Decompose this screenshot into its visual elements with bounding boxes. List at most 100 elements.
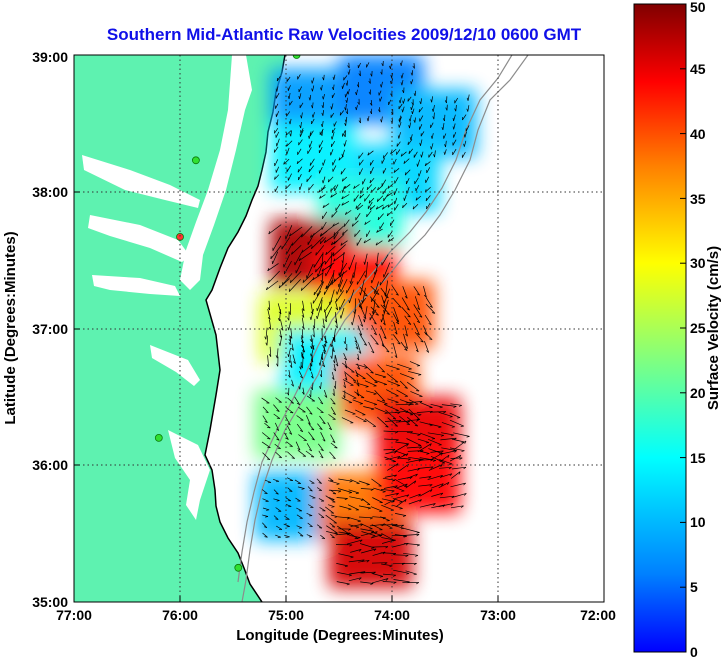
velocity-arrow	[358, 516, 373, 519]
velocity-arrow	[366, 184, 373, 191]
velocity-arrow	[410, 79, 414, 85]
velocity-arrow-head	[331, 536, 335, 539]
velocity-arrow-head	[414, 480, 417, 484]
velocity-arrow	[270, 245, 282, 260]
colorbar-tick-label: 25	[690, 320, 706, 336]
velocity-arrow	[326, 525, 338, 534]
velocity-arrow	[402, 98, 406, 104]
velocity-arrow-head	[331, 526, 335, 528]
velocity-arrow-head	[267, 427, 271, 429]
velocity-arrow	[372, 497, 383, 503]
velocity-arrow	[311, 371, 314, 379]
velocity-arrow	[338, 533, 351, 535]
velocity-arrow	[291, 233, 304, 246]
velocity-arrow-head	[291, 242, 294, 246]
velocity-arrow	[283, 158, 290, 165]
velocity-arrow-head	[406, 453, 409, 457]
velocity-arrow	[330, 193, 337, 198]
velocity-arrow-head	[349, 280, 352, 284]
velocity-arrow-head	[333, 232, 336, 236]
velocity-arrow-head	[379, 576, 383, 578]
velocity-arrow-head	[289, 365, 293, 368]
velocity-arrow	[360, 279, 365, 296]
velocity-arrow	[338, 155, 344, 161]
velocity-arrow-head	[341, 189, 344, 193]
velocity-arrow	[406, 416, 419, 427]
velocity-arrow-head	[463, 134, 466, 138]
velocity-arrow-head	[319, 428, 323, 430]
velocity-arrow-head	[398, 100, 401, 104]
velocity-arrow-head	[416, 333, 420, 336]
radar-station-marker	[176, 232, 184, 241]
velocity-arrow	[333, 234, 345, 245]
velocity-arrow-head	[301, 234, 303, 238]
velocity-arrow	[356, 389, 360, 397]
velocity-arrow	[376, 252, 379, 267]
velocity-arrow	[374, 407, 388, 414]
velocity-arrow	[264, 479, 272, 483]
velocity-arrow	[428, 151, 433, 158]
velocity-arrow-head	[458, 471, 461, 475]
velocity-arrow	[300, 337, 304, 344]
velocity-arrow-head	[298, 95, 300, 99]
velocity-arrow	[308, 504, 314, 508]
velocity-arrow-head	[331, 214, 333, 218]
y-tick-label: 39:00	[32, 49, 68, 65]
velocity-arrow-head	[332, 402, 336, 405]
velocity-arrow-head	[453, 406, 457, 408]
velocity-arrow	[381, 179, 387, 187]
velocity-arrow	[330, 406, 336, 415]
velocity-arrow-head	[343, 134, 346, 138]
velocity-arrow	[320, 225, 334, 237]
velocity-arrow-head	[396, 492, 399, 496]
velocity-arrow-head	[268, 231, 271, 235]
velocity-arrow	[302, 387, 305, 395]
velocity-arrow-head	[369, 517, 373, 520]
velocity-arrow	[405, 401, 423, 404]
velocity-arrow	[282, 273, 293, 286]
velocity-arrow	[318, 443, 324, 451]
velocity-arrow	[399, 373, 415, 380]
velocity-arrow-head	[321, 105, 324, 109]
velocity-arrow	[327, 504, 335, 508]
velocity-arrow	[366, 230, 371, 237]
velocity-arrow-head	[322, 204, 325, 208]
velocity-arrow	[333, 388, 335, 396]
velocity-arrow-head	[349, 480, 353, 483]
velocity-arrow-head	[332, 253, 335, 257]
velocity-arrow	[286, 165, 291, 173]
velocity-heatmap	[254, 55, 477, 589]
velocity-arrow-head	[308, 168, 310, 173]
velocity-arrow	[413, 63, 415, 69]
velocity-arrow	[450, 471, 461, 479]
velocity-arrow	[334, 355, 339, 367]
velocity-arrow-head	[402, 100, 404, 104]
velocity-arrow	[413, 151, 418, 158]
velocity-arrow-head	[296, 160, 299, 164]
velocity-arrow-head	[404, 348, 408, 351]
velocity-arrow-head	[323, 239, 326, 243]
velocity-arrow	[392, 498, 403, 503]
velocity-arrow	[275, 534, 281, 538]
velocity-arrow	[463, 140, 467, 147]
velocity-arrow	[467, 105, 470, 112]
velocity-arrow	[407, 468, 420, 472]
velocity-arrow-head	[390, 80, 392, 84]
velocity-arrow	[285, 183, 291, 190]
velocity-arrow-head	[425, 442, 429, 444]
velocity-arrow-head	[397, 135, 400, 139]
velocity-arrow-head	[310, 234, 312, 238]
velocity-arrow	[299, 382, 302, 390]
velocity-arrow	[387, 183, 394, 189]
velocity-arrow	[325, 245, 336, 256]
velocity-arrow	[383, 152, 388, 159]
velocity-arrow-head	[392, 479, 396, 482]
velocity-arrow	[287, 487, 293, 492]
velocity-arrow-head	[447, 482, 450, 485]
velocity-arrow-head	[324, 395, 328, 398]
velocity-arrow-head	[450, 434, 454, 437]
velocity-arrow-head	[359, 539, 363, 543]
velocity-arrow-head	[285, 151, 288, 155]
velocity-arrow	[268, 224, 282, 235]
velocity-arrow	[428, 423, 442, 428]
